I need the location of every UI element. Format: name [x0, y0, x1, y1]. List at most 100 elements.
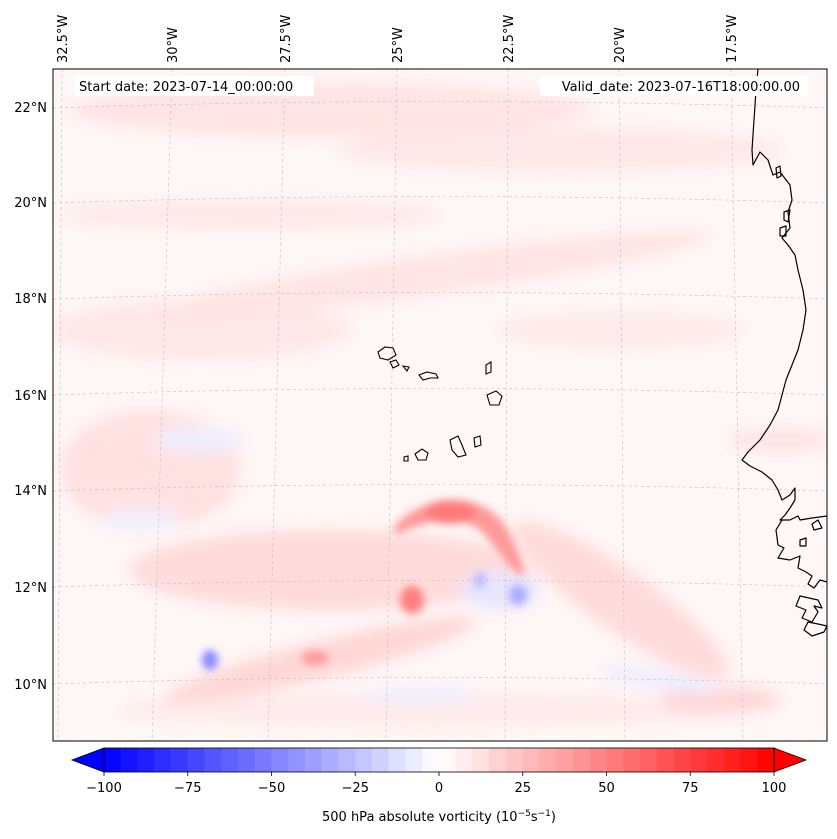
- lat-label: 16°N: [14, 389, 47, 404]
- colorbar-tick-label: 25: [514, 781, 531, 796]
- island-santiago: [449, 435, 467, 458]
- colorbar-tick-label: 50: [598, 781, 615, 796]
- parallel-line: [53, 388, 827, 396]
- vorticity-maximum: [301, 651, 329, 665]
- start-date-box: [74, 76, 314, 96]
- coastlines: [741, 69, 827, 637]
- colorbar-tick-label: 0: [435, 781, 443, 796]
- colorbar-block: [254, 748, 273, 772]
- colorbar-blocks: [104, 748, 775, 772]
- colorbar-block: [489, 748, 507, 772]
- island-santo-antao: [377, 346, 397, 361]
- colorbar-block: [204, 748, 222, 772]
- island-brava: [403, 455, 409, 462]
- island-sao-vicente: [389, 359, 400, 369]
- colorbar-block: [723, 748, 742, 772]
- meridian-line: [730, 69, 744, 741]
- colorbar-ticks: −100 −75 −50 −25 0 25 50 75 100: [86, 772, 786, 796]
- positive-vorticity-band: [130, 530, 530, 610]
- positive-vorticity-band: [340, 128, 780, 172]
- meridian-line: [385, 69, 398, 741]
- longitude-labels: 32.5°W 30°W 27.5°W 25°W 22.5°W 20°W 17.5…: [56, 15, 740, 63]
- lat-label: 22°N: [14, 101, 47, 116]
- colorbar-block: [221, 748, 239, 772]
- latitude-labels: 22°N 20°N 18°N 16°N 14°N 12°N 10°N: [14, 101, 47, 693]
- negative-vorticity-patch: [460, 570, 540, 610]
- lon-label: 30°W: [166, 27, 181, 63]
- colorbar-block: [573, 748, 591, 772]
- coastal-island: [799, 537, 807, 547]
- meridian-line: [267, 69, 286, 741]
- island-boa-vista: [486, 390, 503, 406]
- colorbar-max-extend: [773, 747, 808, 773]
- colorbar-block: [238, 748, 256, 772]
- colorbar-block: [439, 748, 457, 772]
- island-sao-nicolau: [418, 371, 439, 381]
- positive-vorticity-band: [500, 312, 740, 348]
- lon-label: 22.5°W: [502, 15, 517, 63]
- lon-label: 32.5°W: [56, 15, 71, 63]
- colorbar-block: [187, 748, 206, 772]
- island-sal: [485, 361, 492, 375]
- colorbar-block: [707, 748, 725, 772]
- map-frame: [52, 68, 828, 742]
- negative-vorticity-patch: [100, 508, 180, 532]
- positive-vorticity-band: [512, 521, 728, 679]
- valid-date-box: [540, 76, 808, 96]
- positive-vorticity-band: [120, 694, 720, 726]
- vorticity-maximum: [425, 500, 475, 524]
- coastal-island: [811, 519, 823, 531]
- colorbar-block: [355, 748, 373, 772]
- colorbar-block: [321, 748, 340, 772]
- lat-label: 12°N: [14, 581, 47, 596]
- colorbar-block: [388, 748, 407, 772]
- colorbar-block: [506, 748, 524, 772]
- meridian-line: [151, 69, 173, 741]
- colorbar-block: [405, 748, 423, 772]
- lon-label: 17.5°W: [725, 15, 740, 63]
- colorbar-block: [271, 748, 289, 772]
- colorbar: −100 −75 −50 −25 0 25 50 75 100 500 hPa absolute…: [70, 747, 808, 825]
- colorbar-block: [305, 748, 323, 772]
- coastal-island: [783, 209, 791, 223]
- parallel-line: [53, 580, 827, 588]
- vorticity-minimum: [509, 585, 527, 605]
- positive-vorticity-band: [730, 428, 827, 452]
- lat-label: 20°N: [14, 196, 47, 211]
- colorbar-block: [740, 748, 758, 772]
- valid-date-label: Valid_date: 2023-07-16T18:00:00.00: [562, 80, 800, 95]
- colorbar-block: [673, 748, 691, 772]
- colorbar-block: [137, 748, 155, 772]
- lon-label: 25°W: [391, 27, 406, 63]
- africa-coastline: [803, 621, 827, 637]
- colorbar-block: [120, 748, 139, 772]
- colorbar-block: [288, 748, 306, 772]
- vorticity-minimum: [202, 650, 218, 670]
- colorbar-block: [372, 748, 390, 772]
- colorbar-title: 500 hPa absolute vorticity (10−5s−1): [322, 809, 556, 825]
- vorticity-maximum: [400, 586, 424, 614]
- positive-vorticity-band: [60, 201, 440, 229]
- negative-vorticity-patch: [155, 426, 245, 454]
- lon-label: 20°W: [613, 27, 628, 63]
- start-date-label: Start date: 2023-07-14_00:00:00: [79, 80, 293, 95]
- parallel-line: [53, 196, 827, 204]
- island-santa-luzia: [401, 365, 410, 373]
- coastal-island: [779, 225, 787, 237]
- parallel-line: [53, 101, 827, 109]
- colorbar-block: [522, 748, 541, 772]
- parallel-line: [53, 292, 827, 300]
- map-panel: Start date: 2023-07-14_00:00:00 Valid_da…: [53, 69, 827, 741]
- lat-label: 10°N: [14, 678, 47, 693]
- colorbar-tick-label: −25: [342, 781, 369, 796]
- colorbar-tick-label: 75: [682, 781, 699, 796]
- africa-coastline: [741, 69, 827, 521]
- colorbar-block: [656, 748, 675, 772]
- colorbar-block: [589, 748, 608, 772]
- colorbar-block: [338, 748, 356, 772]
- coastal-island: [775, 165, 782, 179]
- colorbar-block: [539, 748, 557, 772]
- positive-vorticity-band: [152, 231, 708, 319]
- africa-coastline: [795, 595, 823, 623]
